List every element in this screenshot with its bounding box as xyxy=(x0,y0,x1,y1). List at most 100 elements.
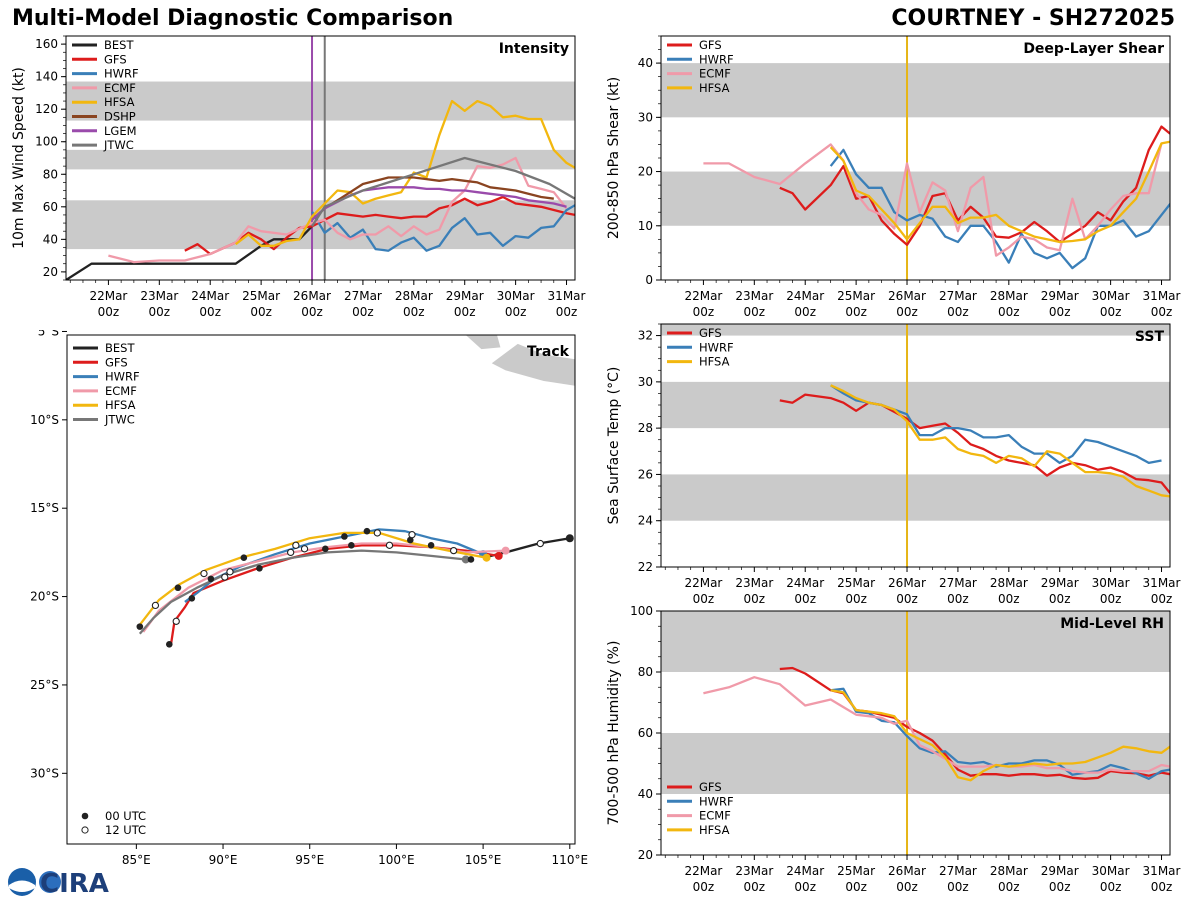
intensity-xtick-hour: 00z xyxy=(403,305,425,319)
sst-xtick-date: 28Mar xyxy=(990,576,1028,590)
intensity-xtick-hour: 00z xyxy=(149,305,171,319)
intensity-legend-label: BEST xyxy=(104,38,134,52)
storm-id-title: COURTNEY - SH272025 xyxy=(891,6,1175,31)
rh-ytick-label: 60 xyxy=(638,726,653,740)
rh-chart: 20 40 60 80 100 22Mar 00z 23Mar 00z 24Mar 00z 25Mar… xyxy=(606,604,1181,894)
sst-series-gfs xyxy=(779,393,1170,495)
intensity-ytick-label: 160 xyxy=(35,37,58,51)
shear-ytick-label: 20 xyxy=(638,165,653,179)
shear-plot-area xyxy=(661,36,1170,280)
intensity-chart: 20 40 60 80 100 120 140 160 22Mar 00z 23Mar 00z 24Ma… xyxy=(11,35,586,319)
shear-xtick-hour: 00z xyxy=(1151,305,1173,319)
track-marker-12utc xyxy=(408,531,416,539)
rh-xtick-hour: 00z xyxy=(794,880,816,894)
rh-ytick-label: 100 xyxy=(630,604,653,618)
intensity-legend-label: HFSA xyxy=(104,95,135,109)
sst-legend-label: HFSA xyxy=(699,355,730,369)
intensity-xtick-hour: 00z xyxy=(454,305,476,319)
intensity-series-dshp xyxy=(311,176,554,221)
track-marker-00utc xyxy=(165,640,173,648)
shear-xtick-date: 22Mar xyxy=(684,289,722,303)
sst-ytick-label: 28 xyxy=(638,421,653,435)
intensity-ytick-label: 140 xyxy=(35,70,58,84)
shear-ytick-label: 10 xyxy=(638,219,653,233)
sst-xtick-hour: 00z xyxy=(998,592,1020,606)
sst-xtick-date: 29Mar xyxy=(1041,576,1079,590)
track-marker-12utc xyxy=(292,541,300,549)
rh-xtick-date: 23Mar xyxy=(735,864,773,878)
sst-ytick-label: 26 xyxy=(638,467,653,481)
track-legend-label: HFSA xyxy=(105,398,136,412)
rh-xtick-date: 26Mar xyxy=(888,864,926,878)
rh-xtick-hour: 00z xyxy=(947,880,969,894)
rh-xtick-date: 30Mar xyxy=(1092,864,1130,878)
rh-xtick-hour: 00z xyxy=(693,880,715,894)
track-series-gfs xyxy=(169,544,499,645)
intensity-xtick-hour: 00z xyxy=(199,305,221,319)
intensity-series-jtwc xyxy=(311,156,575,227)
track-marker-00utc xyxy=(322,545,329,553)
rh-xtick-hour: 00z xyxy=(896,880,918,894)
track-series-hfsa xyxy=(138,531,487,626)
track-marker-00utc xyxy=(467,556,475,563)
intensity-xtick-date: 25Mar xyxy=(242,289,280,303)
intensity-ytick-label: 60 xyxy=(43,200,58,214)
rh-xtick-hour: 00z xyxy=(1100,880,1122,894)
shear-xtick-date: 30Mar xyxy=(1092,289,1130,303)
track-marker-00utc xyxy=(427,542,435,549)
shear-series-hfsa xyxy=(829,140,1170,244)
rh-xtick-date: 28Mar xyxy=(990,864,1028,878)
sst-xtick-hour: 00z xyxy=(1100,592,1122,606)
shear-xtick-hour: 00z xyxy=(947,305,969,319)
rh-ytick-label: 40 xyxy=(638,787,653,801)
intensity-xtick-hour: 00z xyxy=(98,305,120,319)
track-xtick-label: 90°E xyxy=(209,853,238,867)
track-panel-title: Track xyxy=(527,344,570,360)
sst-xtick-date: 27Mar xyxy=(939,576,977,590)
track-marker-12utc xyxy=(449,546,458,555)
sst-axes-frame xyxy=(660,323,1171,568)
sst-shade-band xyxy=(661,381,1170,429)
sst-xtick-hour: 00z xyxy=(845,592,867,606)
track-endpoint-hfsa xyxy=(482,553,491,562)
track-series-hwrf xyxy=(184,528,484,603)
intensity-ytick-label: 100 xyxy=(35,135,58,149)
rh-xtick-date: 24Mar xyxy=(786,864,824,878)
intensity-xtick-date: 26Mar xyxy=(293,289,331,303)
intensity-xtick-date: 23Mar xyxy=(140,289,178,303)
shear-xtick-hour: 00z xyxy=(896,305,918,319)
track-ytick-label: 5°S xyxy=(38,330,59,338)
track-ytick-label: 20°S xyxy=(30,590,59,604)
intensity-xtick-hour: 00z xyxy=(556,305,578,319)
track-ytick-label: 25°S xyxy=(30,678,59,692)
shear-xtick-hour: 00z xyxy=(794,305,816,319)
sst-ytick-label: 22 xyxy=(638,560,653,574)
sst-ytick-label: 24 xyxy=(638,514,653,528)
rh-xtick-hour: 00z xyxy=(1151,880,1173,894)
cira-logo-text: CIRA xyxy=(40,869,109,898)
track-xtick-label: 100°E xyxy=(378,853,415,867)
track-legend-label: GFS xyxy=(105,355,128,369)
track-legend-label: BEST xyxy=(105,341,135,355)
track-xtick-label: 110°E xyxy=(552,853,589,867)
rh-shade-band xyxy=(661,611,1170,672)
sst-series-hfsa xyxy=(830,384,1170,498)
track-axes-frame xyxy=(66,334,576,845)
rh-series-ecmf xyxy=(703,676,1170,774)
intensity-xtick-date: 27Mar xyxy=(344,289,382,303)
sst-ylabel: Sea Surface Temp (°C) xyxy=(606,367,622,525)
marker-legend-00utc-icon xyxy=(81,812,89,820)
intensity-xtick-date: 22Mar xyxy=(89,289,127,303)
intensity-ytick-label: 120 xyxy=(35,102,58,116)
shear-xtick-hour: 00z xyxy=(744,305,766,319)
sst-xtick-date: 26Mar xyxy=(888,576,926,590)
shear-xtick-date: 24Mar xyxy=(786,289,824,303)
page-title: Multi-Model Diagnostic Comparison xyxy=(12,6,454,31)
intensity-xtick-date: 24Mar xyxy=(191,289,229,303)
track-xtick-label: 95°E xyxy=(295,853,324,867)
intensity-plot-area xyxy=(66,36,575,280)
rh-legend-label: HFSA xyxy=(699,823,730,837)
rh-series-hfsa xyxy=(830,689,1170,782)
track-marker-00utc xyxy=(174,584,182,592)
sst-shade-band xyxy=(661,324,1170,336)
